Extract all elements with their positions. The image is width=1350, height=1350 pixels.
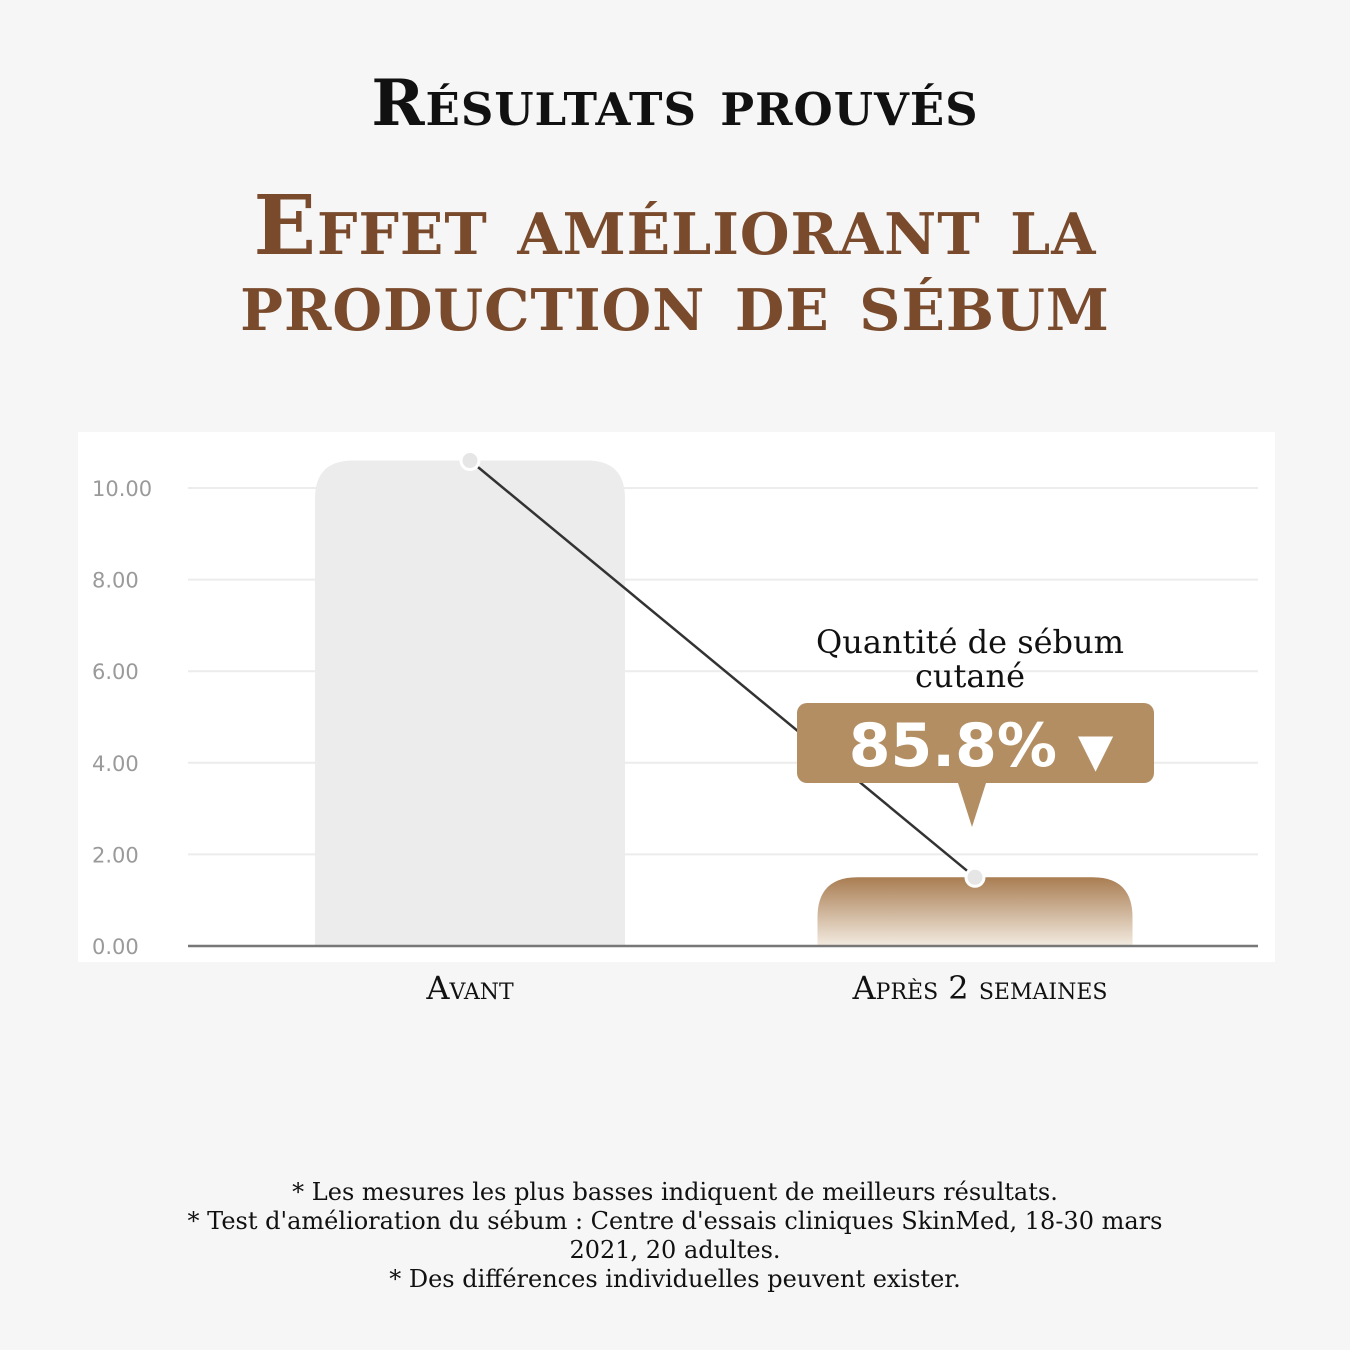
- category-label-apres: Après 2 semaines: [852, 969, 1108, 1007]
- percentage-value: 85.8% ▼: [849, 711, 1114, 781]
- sebum-chart: 10.00 8.00 6.00 4.00 2.00 0.00 85.8% ▼: [92, 450, 1258, 959]
- y-tick-label: 0.00: [92, 935, 139, 959]
- bar-1: [817, 877, 1133, 946]
- footnotes: * Les mesures les plus basses indiquent …: [150, 1178, 1200, 1294]
- trend-line: [469, 459, 976, 879]
- badge-pointer: [958, 783, 986, 827]
- percentage-badge: [797, 703, 1154, 783]
- bar-0: [315, 460, 625, 946]
- title-line-2: production de sébum: [240, 254, 1110, 350]
- page-title: Effet améliorant la production de sébum: [0, 178, 1350, 350]
- down-arrow-icon: ▼: [1078, 723, 1114, 777]
- footnote-3: * Des différences individuelles peuvent …: [389, 1265, 961, 1293]
- y-tick-label: 4.00: [92, 752, 139, 776]
- y-tick-label: 6.00: [92, 660, 139, 684]
- subtitle: Résultats prouvés: [371, 66, 979, 141]
- data-point-1: [964, 866, 986, 888]
- title-line-1: Effet améliorant la: [253, 178, 1097, 274]
- callout-label: Quantité de sébum cutané: [816, 623, 1124, 695]
- footnote-2: * Test d'amélioration du sébum : Centre …: [187, 1207, 1163, 1264]
- y-tick-label: 10.00: [92, 477, 152, 501]
- category-label-avant: Avant: [426, 969, 514, 1007]
- y-tick-label: 2.00: [92, 843, 139, 867]
- footnote-1: * Les mesures les plus basses indiquent …: [292, 1178, 1058, 1206]
- chart-panel: 10.00 8.00 6.00 4.00 2.00 0.00 85.8% ▼: [78, 432, 1275, 962]
- data-point-0: [459, 450, 481, 472]
- y-tick-label: 8.00: [92, 569, 139, 593]
